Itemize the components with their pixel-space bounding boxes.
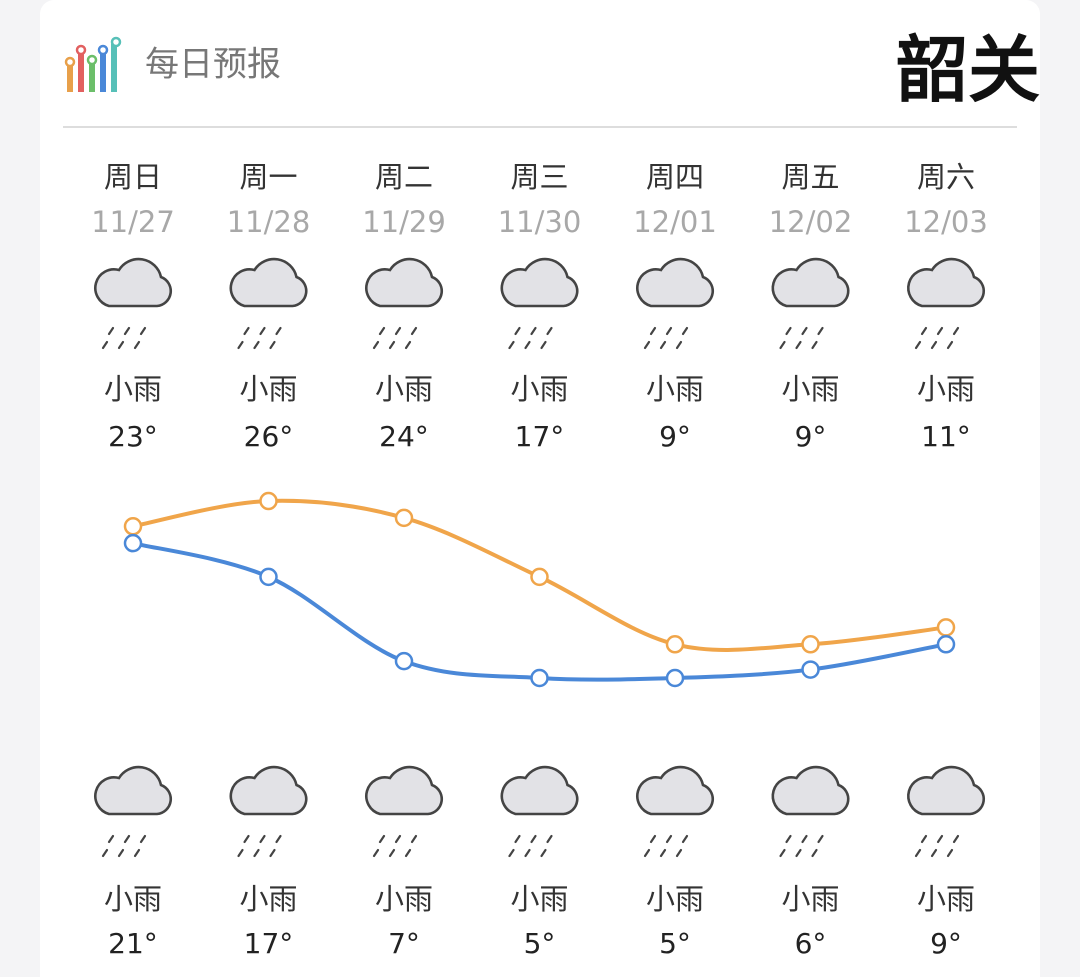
section-title: 每日预报	[145, 45, 281, 85]
weekday: 周四	[646, 160, 704, 194]
high-temp: 17°	[515, 420, 565, 453]
weekday: 周日	[104, 160, 162, 194]
temp-point	[259, 491, 278, 511]
temp-point	[394, 508, 414, 528]
weather-text: 小雨	[646, 882, 704, 916]
date: 12/01	[633, 205, 717, 239]
low-temp: 7°	[388, 927, 420, 960]
low-temp: 21°	[108, 927, 158, 960]
date: 11/27	[91, 205, 175, 239]
temp-point	[123, 533, 143, 553]
weather-text: 小雨	[239, 372, 297, 406]
weekday: 周一	[239, 160, 297, 194]
temp-point	[665, 668, 685, 688]
temp-point	[530, 668, 549, 688]
low-temp: 5°	[659, 927, 691, 960]
card-bg	[40, 0, 1040, 977]
temp-point	[394, 651, 414, 671]
weekday: 周六	[917, 160, 975, 194]
high-temp: 23°	[108, 420, 158, 453]
weekday: 周五	[781, 160, 839, 194]
date: 11/28	[227, 205, 311, 239]
weather-text: 小雨	[510, 882, 568, 916]
weekday: 周三	[510, 160, 568, 194]
chart-icon	[64, 36, 122, 92]
high-temp: 24°	[379, 420, 429, 453]
high-temp: 11°	[921, 420, 971, 453]
city-name: 韶关	[896, 27, 1040, 112]
low-temp: 6°	[795, 927, 827, 960]
temp-point	[801, 635, 820, 654]
weekday: 周二	[375, 160, 433, 194]
weather-text: 小雨	[104, 882, 162, 916]
weather-text: 小雨	[781, 372, 839, 406]
temp-point	[801, 660, 820, 679]
weather-text: 小雨	[375, 882, 433, 916]
weather-text: 小雨	[646, 372, 704, 406]
temp-point	[259, 567, 278, 587]
low-temp: 9°	[930, 927, 962, 960]
weather-text: 小雨	[917, 372, 975, 406]
temp-point	[123, 517, 143, 536]
temp-point	[936, 618, 956, 637]
weather-text: 小雨	[239, 882, 297, 916]
date: 12/03	[904, 205, 988, 239]
temp-point	[665, 635, 685, 654]
date: 12/02	[769, 205, 853, 239]
date: 11/29	[362, 205, 446, 239]
high-temp: 26°	[244, 420, 294, 453]
date: 11/30	[498, 205, 582, 239]
high-temp: 9°	[659, 420, 691, 453]
low-temp: 5°	[524, 927, 556, 960]
temp-point	[530, 567, 549, 587]
temp-point	[936, 635, 956, 654]
weather-text: 小雨	[781, 882, 839, 916]
low-temp: 17°	[244, 927, 294, 960]
weather-text: 小雨	[104, 372, 162, 406]
high-temp: 9°	[795, 420, 827, 453]
weather-text: 小雨	[375, 372, 433, 406]
weather-text: 小雨	[917, 882, 975, 916]
weather-text: 小雨	[510, 372, 568, 406]
